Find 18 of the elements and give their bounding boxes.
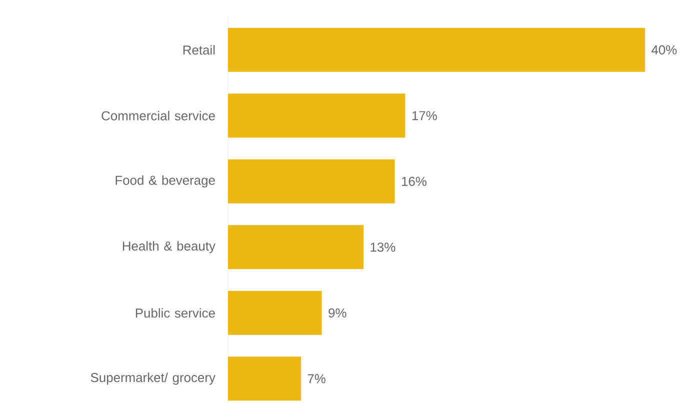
data-label: 7%	[308, 374, 326, 384]
bar	[228, 356, 301, 401]
y-tick-label: Commercial service	[102, 110, 215, 120]
y-tick-label: Supermarket/ grocery	[90, 372, 216, 385]
bar	[228, 225, 364, 270]
bar	[228, 290, 322, 335]
y-tick-label: Public service	[136, 308, 215, 318]
data-label: 40%	[652, 45, 677, 54]
data-label: 17%	[412, 111, 437, 120]
y-tick-label: Food & beverage	[116, 175, 215, 188]
y-tick-label: Retail	[183, 45, 215, 55]
y-tick-label: Health & beauty	[122, 241, 216, 254]
bar	[228, 94, 406, 138]
data-label: 16%	[402, 176, 426, 186]
data-label: 13%	[370, 242, 396, 252]
bar	[228, 28, 646, 72]
data-label: 9%	[328, 308, 346, 318]
bar	[228, 159, 395, 204]
